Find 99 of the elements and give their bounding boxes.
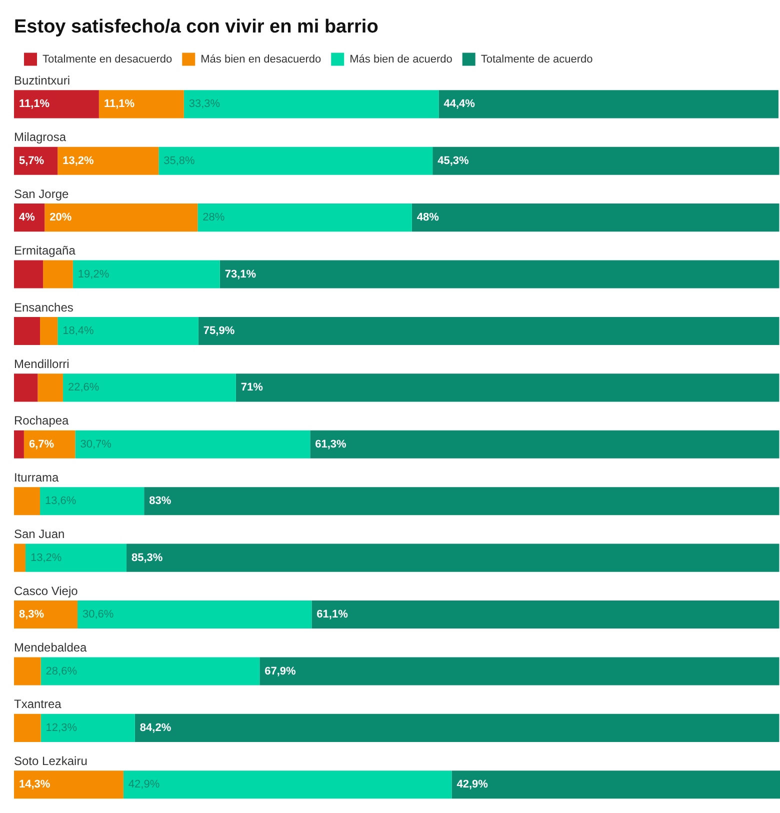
data-label: 45,3% xyxy=(438,154,469,167)
data-label: 73,1% xyxy=(224,268,256,280)
y-tick-label: Buztintxuri xyxy=(14,73,70,88)
data-label: 71% xyxy=(240,382,264,394)
bar xyxy=(75,430,310,458)
bar xyxy=(14,544,26,572)
bar xyxy=(412,204,780,232)
data-label: 42,9% xyxy=(128,778,160,791)
bar xyxy=(14,316,40,346)
bar xyxy=(312,600,780,629)
bar xyxy=(184,90,439,118)
data-label: 12,3% xyxy=(46,722,78,734)
y-tick-label: San Juan xyxy=(14,527,65,542)
bar xyxy=(14,374,38,402)
data-label: 30,7% xyxy=(80,438,112,450)
data-label: 28,6% xyxy=(46,665,78,678)
data-label: 48% xyxy=(416,212,440,224)
bar xyxy=(236,374,780,402)
bar xyxy=(144,487,780,516)
bar xyxy=(44,204,198,232)
bar xyxy=(38,374,63,402)
y-tick-label: San Jorge xyxy=(14,186,70,201)
data-label: 13,2% xyxy=(62,154,94,167)
bar xyxy=(14,487,40,516)
data-label: 61,3% xyxy=(315,438,347,450)
y-tick-label: Mendillorri xyxy=(14,356,70,371)
y-tick-label: Iturrama xyxy=(14,470,60,484)
data-label: 13,6% xyxy=(45,495,76,508)
data-label: 5,7% xyxy=(19,154,44,167)
data-label: 61,1% xyxy=(316,608,348,621)
bar xyxy=(198,204,412,232)
bar xyxy=(72,260,220,288)
data-label: 83% xyxy=(149,495,172,508)
data-label: 42,9% xyxy=(456,778,488,791)
data-label: 13,2% xyxy=(30,552,62,564)
bar xyxy=(43,260,73,288)
bar xyxy=(14,657,41,686)
bar xyxy=(126,544,780,572)
legend-label: Totalmente en desacuerdo xyxy=(42,53,172,66)
bar xyxy=(58,316,198,346)
y-tick-label: Txantrea xyxy=(14,697,62,712)
bar xyxy=(14,204,45,232)
data-label: 30,6% xyxy=(82,608,114,621)
y-tick-label: Casco Viejo xyxy=(14,584,78,598)
bar xyxy=(14,770,124,799)
data-label: 75,9% xyxy=(203,325,235,338)
bar xyxy=(14,146,58,175)
data-label: 19,2% xyxy=(78,268,110,280)
bar xyxy=(40,714,135,742)
bar xyxy=(310,430,780,458)
bar xyxy=(14,430,24,458)
bar xyxy=(24,430,76,458)
y-tick-label: Rochapea xyxy=(14,414,70,428)
y-tick-label: Ermitagaña xyxy=(14,244,76,258)
y-tick-label: Soto Lezkairu xyxy=(14,754,88,768)
bar xyxy=(14,260,44,288)
bar xyxy=(78,600,312,629)
bar xyxy=(198,316,780,346)
data-label: 44,4% xyxy=(444,98,476,110)
data-label: 8,3% xyxy=(19,608,44,621)
bar xyxy=(438,90,778,118)
data-label: 11,1% xyxy=(104,98,135,110)
data-label: 22,6% xyxy=(68,382,100,394)
bar xyxy=(40,657,260,686)
legend-label: Más bien en desacuerdo xyxy=(200,53,322,66)
bar xyxy=(220,260,780,288)
bar xyxy=(14,90,99,118)
data-label: 35,8% xyxy=(164,154,196,167)
y-tick-label: Milagrosa xyxy=(14,130,66,144)
legend-label: Totalmente de acuerdo xyxy=(480,53,593,66)
data-label: 6,7% xyxy=(28,438,54,450)
bar xyxy=(58,146,159,175)
bar xyxy=(14,600,78,629)
y-tick-label: Mendebaldea xyxy=(14,640,88,655)
bar xyxy=(158,146,433,175)
data-label: 11,1% xyxy=(19,98,50,110)
bar xyxy=(452,770,780,799)
data-label: 84,2% xyxy=(140,722,172,734)
data-label: 67,9% xyxy=(264,665,296,678)
bar xyxy=(98,90,184,118)
bar xyxy=(260,657,780,686)
data-label: 4% xyxy=(19,212,36,224)
bar xyxy=(40,316,58,346)
data-label: 28% xyxy=(202,212,225,224)
bar xyxy=(14,714,41,742)
bar xyxy=(40,487,144,516)
legend-label: Más bien de acuerdo xyxy=(350,53,452,66)
bar xyxy=(25,544,126,572)
data-label: 20% xyxy=(50,212,72,224)
y-tick-label: Ensanches xyxy=(14,300,74,314)
data-label: 33,3% xyxy=(188,98,220,110)
data-label: 14,3% xyxy=(19,778,50,791)
bar xyxy=(62,374,236,402)
chart-title: Estoy satisfecho/a con vivir en mi barrio xyxy=(14,16,378,38)
bar xyxy=(134,714,780,742)
bar xyxy=(432,146,780,175)
data-label: 18,4% xyxy=(62,325,94,338)
data-label: 85,3% xyxy=(131,552,163,564)
bar xyxy=(123,770,452,799)
